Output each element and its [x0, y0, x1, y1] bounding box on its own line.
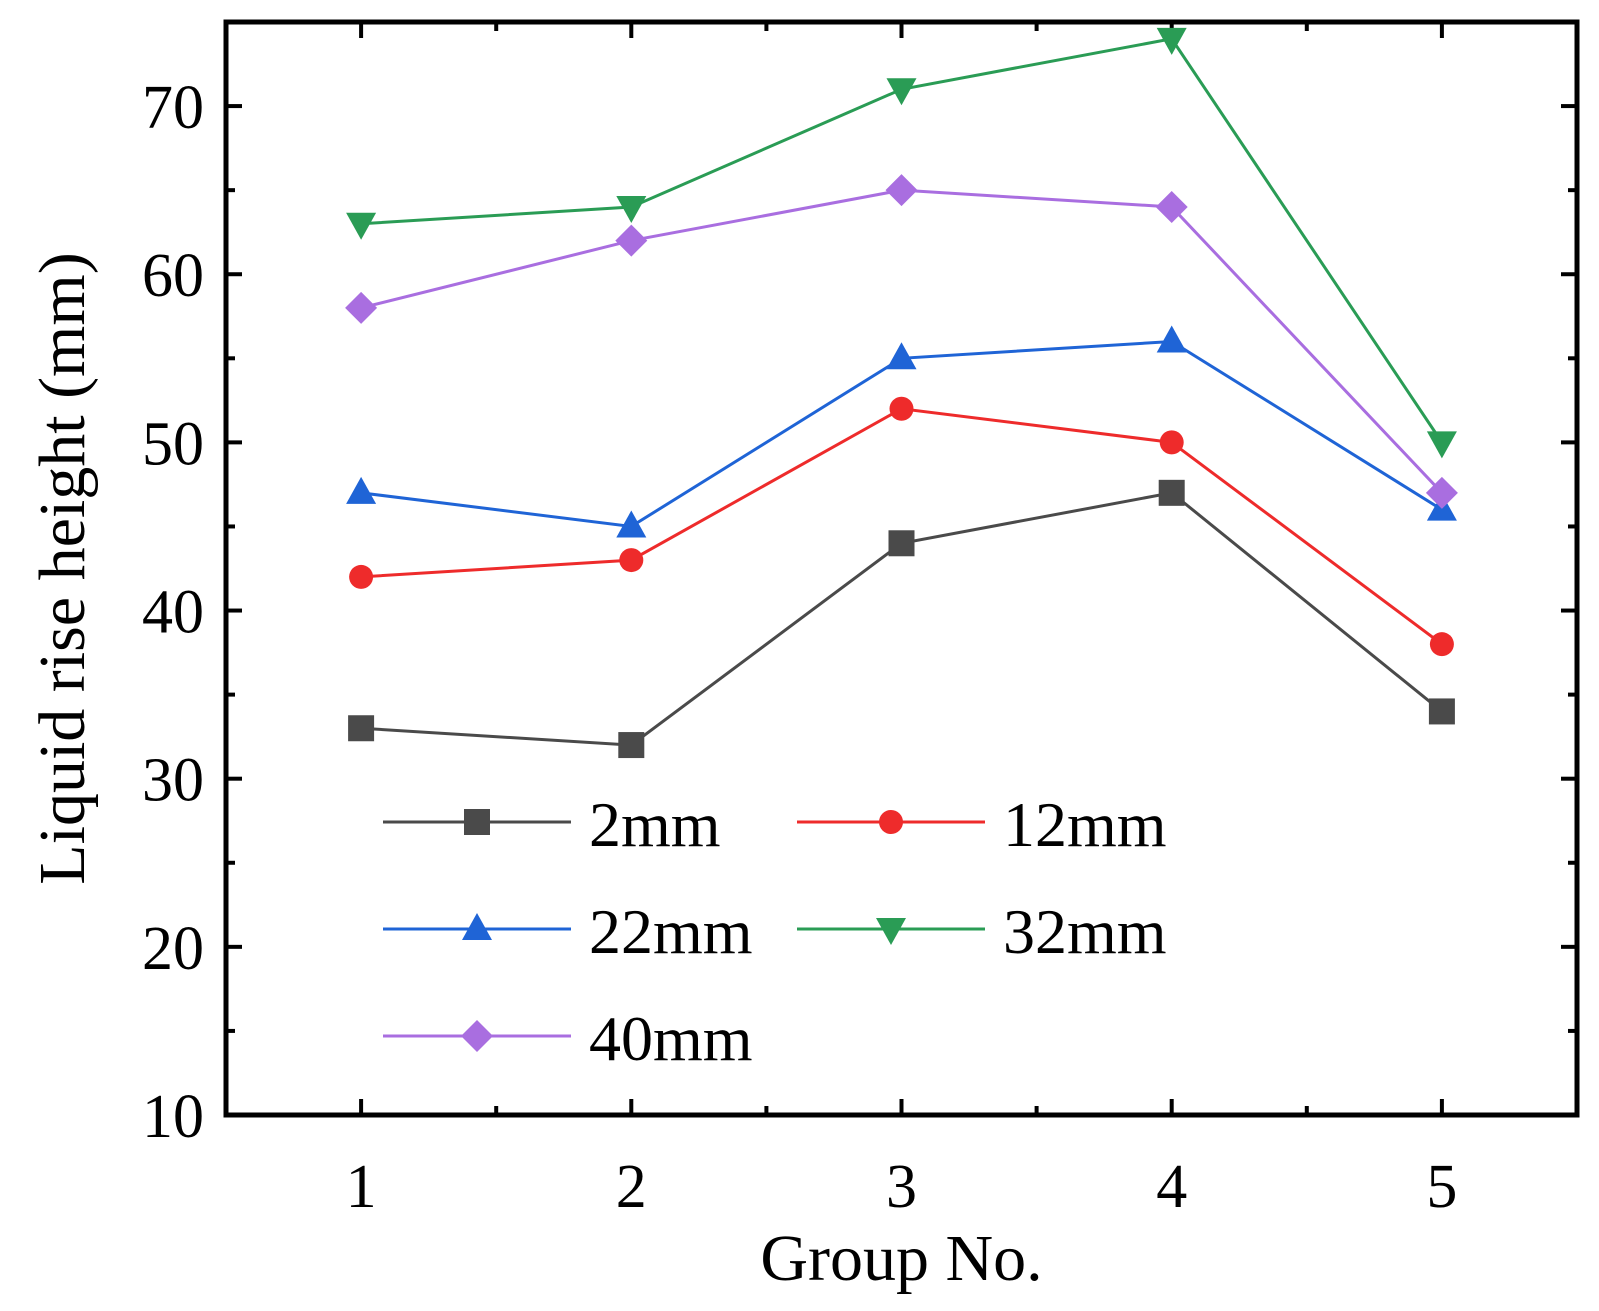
legend-item-40mm: 40mm — [383, 1003, 753, 1074]
y-tick-label: 40 — [142, 579, 204, 647]
x-axis-title: Group No. — [760, 1222, 1042, 1295]
series-12mm — [349, 396, 1454, 657]
y-tick-label: 50 — [142, 410, 204, 478]
legend-marker — [879, 810, 903, 834]
data-point-2mm — [348, 715, 375, 742]
y-tick-label: 30 — [142, 747, 204, 815]
data-point-22mm — [1156, 325, 1187, 353]
data-point-40mm — [1425, 476, 1458, 509]
series-32mm — [346, 27, 1457, 459]
legend-label: 40mm — [589, 1003, 753, 1074]
series-2mm — [348, 479, 1455, 759]
data-point-32mm — [1426, 431, 1457, 459]
legend-item-22mm: 22mm — [383, 896, 753, 967]
x-tick-label: 3 — [886, 1153, 917, 1221]
x-tick-label: 4 — [1156, 1153, 1187, 1221]
y-tick-label: 10 — [142, 1083, 204, 1151]
legend-marker — [876, 918, 906, 945]
x-tick-label: 5 — [1426, 1153, 1457, 1221]
legend-marker — [464, 809, 490, 835]
data-point-40mm — [345, 291, 378, 324]
data-point-12mm — [1429, 632, 1454, 657]
data-point-12mm — [1159, 430, 1184, 455]
data-point-12mm — [619, 548, 644, 573]
data-point-12mm — [889, 396, 914, 421]
data-point-2mm — [888, 530, 915, 557]
data-point-22mm — [886, 342, 917, 370]
data-point-2mm — [1158, 479, 1185, 506]
x-tick-label: 2 — [616, 1153, 647, 1221]
legend-marker — [461, 1020, 493, 1052]
legend-label: 12mm — [1003, 789, 1167, 860]
data-point-32mm — [1156, 27, 1187, 55]
data-point-32mm — [886, 78, 917, 106]
series-layer — [345, 27, 1458, 759]
labels-layer: 1 2 3 4 5 10 20 30 40 50 60 70 — [142, 74, 1457, 1221]
data-point-22mm — [616, 510, 647, 538]
data-point-32mm — [346, 212, 377, 240]
legend-item-2mm: 2mm — [383, 789, 721, 860]
series-line-12mm — [361, 407, 1443, 646]
data-point-2mm — [618, 732, 645, 759]
legend-item-12mm: 12mm — [797, 789, 1167, 860]
data-point-22mm — [346, 476, 377, 504]
legend-item-32mm: 32mm — [797, 896, 1167, 967]
series-40mm — [345, 174, 1458, 509]
series-22mm — [346, 325, 1457, 538]
legend-label: 2mm — [589, 789, 721, 860]
data-point-12mm — [349, 564, 374, 589]
data-point-32mm — [616, 195, 647, 223]
y-tick-label: 70 — [142, 74, 204, 142]
y-tick-label: 20 — [142, 915, 204, 983]
legend-label: 32mm — [1003, 896, 1167, 967]
data-point-40mm — [615, 224, 648, 257]
plot-frame — [223, 19, 1580, 1118]
data-point-40mm — [1155, 190, 1188, 223]
legend-marker — [462, 913, 492, 940]
x-tick-label: 1 — [346, 1153, 377, 1221]
legend: 2mm 12mm 22mm 32mm 40mm — [383, 789, 1167, 1074]
y-axis-title: Liquid rise height (mm) — [26, 252, 99, 884]
series-line-40mm — [360, 188, 1443, 494]
data-point-2mm — [1428, 698, 1455, 725]
legend-label: 22mm — [589, 896, 753, 967]
y-tick-label: 60 — [142, 242, 204, 310]
data-point-40mm — [885, 174, 918, 207]
